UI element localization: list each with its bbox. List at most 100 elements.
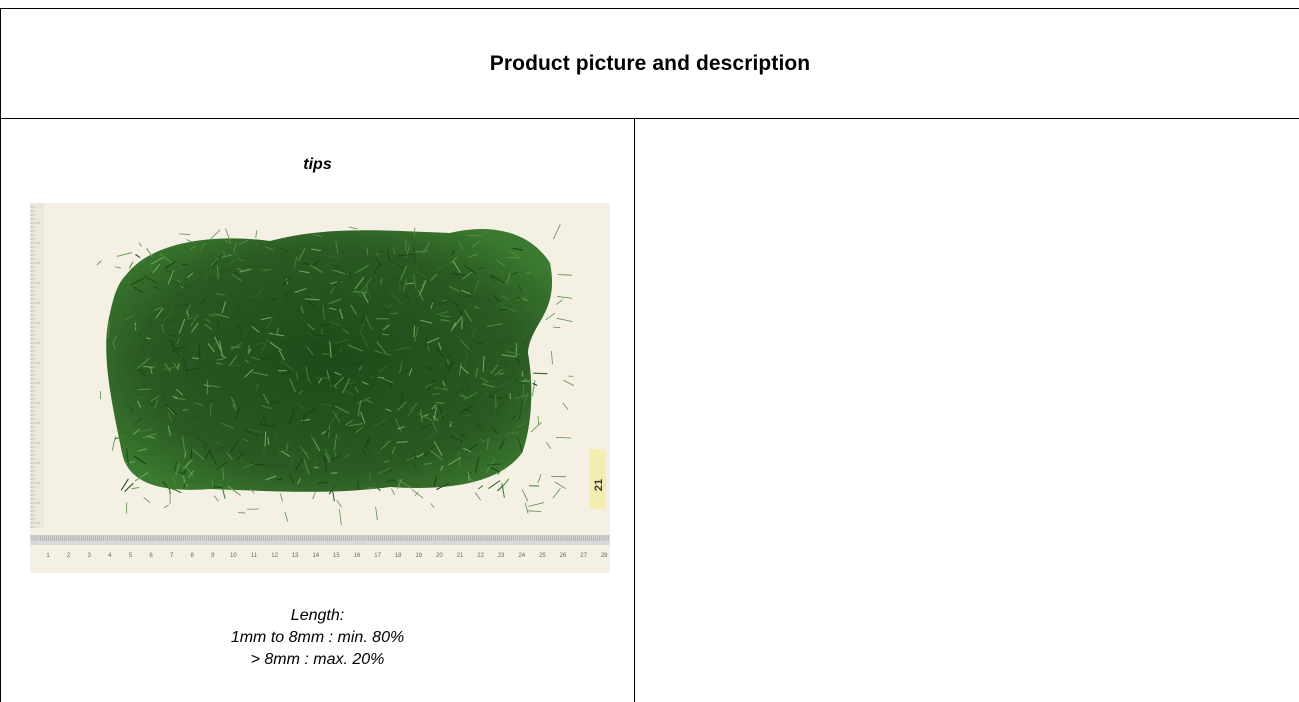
herb-strand xyxy=(458,451,461,467)
herb-strand xyxy=(408,368,413,376)
herb-strand xyxy=(496,339,508,345)
herb-strand xyxy=(112,335,117,343)
herb-strand xyxy=(210,257,220,266)
herb-strand xyxy=(154,437,165,445)
herb-strand xyxy=(266,316,274,329)
herb-strand xyxy=(388,316,398,322)
herb-strand xyxy=(428,379,437,384)
herb-strand xyxy=(554,481,566,489)
ruler-tick-label: 16 xyxy=(354,553,361,559)
herb-strand xyxy=(509,345,525,348)
ruler-tick-label: 11 xyxy=(251,553,258,559)
herb-strand xyxy=(230,364,241,367)
herb-strand xyxy=(307,289,311,299)
herb-strand xyxy=(321,323,331,327)
herb-strand xyxy=(154,399,159,409)
herb-strand xyxy=(364,315,373,330)
herb-strand xyxy=(261,316,272,321)
herb-strand xyxy=(440,319,451,322)
herb-strand xyxy=(295,372,299,381)
herb-strand xyxy=(171,346,187,352)
herb-strand xyxy=(478,485,484,490)
herb-strand xyxy=(145,337,151,340)
herb-strand xyxy=(178,318,186,334)
herb-strand xyxy=(175,388,184,396)
herb-strand xyxy=(261,405,272,410)
herb-strand xyxy=(231,404,237,411)
herb-strand xyxy=(412,463,418,471)
herb-strand xyxy=(436,311,449,316)
herb-strand xyxy=(235,407,241,421)
herb-strand xyxy=(295,458,303,471)
herb-strand xyxy=(284,512,289,522)
herb-strand xyxy=(383,460,390,463)
herb-strand xyxy=(352,291,367,293)
herb-strand xyxy=(481,380,489,386)
herb-strand xyxy=(324,448,331,460)
herb-strand xyxy=(355,264,369,274)
herb-strand xyxy=(382,284,388,297)
herb-strand xyxy=(530,421,542,433)
herb-strand xyxy=(463,408,473,413)
herb-strand xyxy=(373,419,387,427)
herb-strand xyxy=(347,381,358,385)
herb-strand xyxy=(514,394,530,400)
herb-strand xyxy=(413,273,417,290)
herb-strand xyxy=(219,340,223,356)
herb-strand xyxy=(366,288,372,301)
ruler-tick-label: 12 xyxy=(271,553,278,559)
herb-strand xyxy=(331,485,335,502)
herb-strand xyxy=(162,310,174,323)
herb-strand xyxy=(222,467,225,480)
herb-strand xyxy=(241,392,254,397)
herb-strand xyxy=(462,271,473,280)
herb-strand xyxy=(441,299,448,302)
herb-strand xyxy=(445,354,450,371)
herb-strand xyxy=(452,316,463,329)
herb-strand xyxy=(227,485,241,496)
herb-strand xyxy=(474,306,480,309)
herb-strand xyxy=(332,410,341,423)
herb-strand xyxy=(132,286,143,293)
herb-strand xyxy=(378,376,394,384)
herb-strand xyxy=(135,254,141,258)
herb-strand xyxy=(430,302,434,310)
herb-strand xyxy=(348,226,358,230)
herb-strand xyxy=(515,296,527,303)
herb-strand xyxy=(474,280,480,292)
herb-strand xyxy=(551,350,553,365)
herb-strand xyxy=(145,288,159,300)
herb-strand xyxy=(414,326,419,342)
herb-strand xyxy=(563,379,575,386)
herb-strand xyxy=(403,404,412,417)
herb-strand xyxy=(174,303,191,308)
herb-strand xyxy=(435,387,451,390)
herb-strand xyxy=(417,453,424,458)
herb-strand xyxy=(134,472,149,482)
herb-strand xyxy=(438,342,442,351)
herb-strand xyxy=(165,404,178,416)
herb-strand xyxy=(433,475,437,488)
herb-strand xyxy=(218,466,223,471)
herb-strand xyxy=(465,352,468,360)
herb-strand xyxy=(297,402,306,411)
herb-strand xyxy=(467,471,470,482)
ruler-tick-label: 22 xyxy=(477,553,484,559)
herb-strand xyxy=(450,256,458,264)
herb-strand xyxy=(209,229,221,241)
herb-strand xyxy=(142,433,158,439)
herb-strand xyxy=(174,461,177,472)
herb-strand xyxy=(532,382,538,386)
horizontal-ruler xyxy=(30,535,610,545)
herb-strands xyxy=(96,224,575,525)
herb-strand xyxy=(514,379,526,384)
herb-strand xyxy=(458,241,464,250)
herb-strand xyxy=(460,289,471,295)
herb-strand xyxy=(133,417,143,426)
herb-strand xyxy=(132,269,145,274)
herb-strand xyxy=(294,288,307,293)
herb-strand xyxy=(250,356,261,361)
herb-strand xyxy=(304,329,319,336)
herb-strand xyxy=(472,239,482,248)
herb-strand xyxy=(230,396,237,408)
